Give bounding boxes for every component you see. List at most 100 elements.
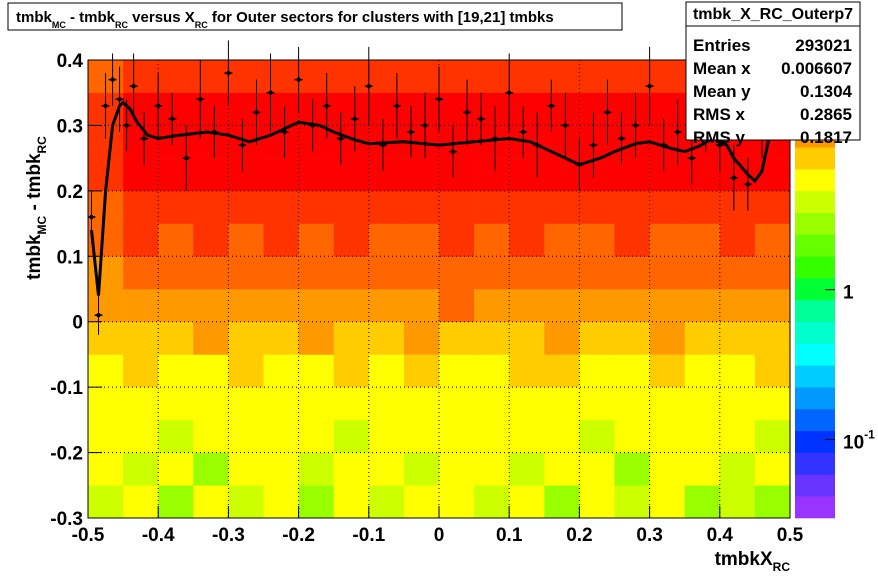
heatmap-cell	[684, 387, 721, 421]
heatmap-cell	[123, 125, 159, 159]
heatmap-cell	[193, 190, 229, 224]
x-tick-label: -0.2	[282, 525, 315, 546]
heatmap-cell	[298, 387, 334, 421]
heatmap-cell	[123, 485, 159, 519]
profile-point	[196, 60, 205, 139]
stats-value: 0.2865	[800, 105, 852, 124]
text-run: - tmbk	[24, 153, 45, 216]
marker	[170, 116, 175, 122]
heatmap-cell	[263, 321, 299, 355]
heatmap-cell	[193, 125, 229, 159]
heatmap-cell	[333, 256, 370, 290]
heatmap-cell	[193, 419, 229, 453]
heatmap-cell	[614, 419, 650, 453]
heatmap-cell	[544, 125, 580, 159]
profile-point	[154, 73, 163, 139]
profile-point	[140, 112, 149, 165]
heatmap-cell	[614, 223, 650, 257]
heatmap-cell	[614, 60, 650, 94]
x-tick-label: -0.1	[352, 525, 385, 546]
heatmap-cell	[333, 92, 370, 126]
heatmap-cell	[298, 452, 334, 486]
heatmap-cell	[509, 485, 545, 519]
heatmap-cell	[509, 321, 545, 355]
heatmap-cell	[123, 60, 159, 94]
profile-point	[449, 125, 458, 178]
heatmap-cell	[719, 321, 756, 355]
heatmap-cell	[158, 289, 194, 323]
x-tick-label: 0.3	[636, 525, 662, 546]
heatmap-cell	[158, 158, 194, 192]
heatmap-cell	[614, 387, 650, 421]
profile-point	[252, 79, 261, 146]
stats-value: 0.006607	[781, 59, 852, 78]
heatmap-cell	[474, 158, 510, 192]
heatmap-cell	[509, 452, 545, 486]
heatmap-cell	[649, 190, 685, 224]
profile-point	[336, 112, 345, 165]
heatmap-cell	[509, 190, 545, 224]
heatmap-cell	[684, 256, 721, 290]
palette-swatch	[795, 169, 835, 192]
heatmap-cell	[403, 92, 440, 126]
marker	[352, 116, 357, 122]
marker	[689, 155, 694, 161]
marker	[450, 149, 456, 154]
heatmap-cell	[123, 354, 159, 388]
palette-swatch	[795, 474, 835, 497]
y-tick-label: -0.1	[50, 378, 83, 399]
heatmap-cell	[474, 321, 510, 355]
subscript: MC	[52, 20, 66, 30]
chart-title: tmbkMC - tmbkRC versus XRC for Outer sec…	[16, 9, 554, 30]
heatmap-cell	[228, 387, 264, 421]
marker	[184, 155, 189, 161]
marker	[731, 175, 737, 180]
heatmap-cell	[88, 289, 124, 323]
text-run: tmbk	[16, 9, 52, 26]
heatmap-cell	[368, 452, 405, 486]
heatmap-cell	[368, 485, 405, 519]
axes: -0.5 -0.4 -0.3 -0.2 -0.1 0 0.1 0.2 0.3 0.4 0.5 -0.3…	[50, 51, 803, 546]
marker	[117, 97, 122, 102]
marker	[436, 97, 442, 102]
heatmap-cell	[474, 223, 510, 257]
heatmap-cell	[193, 92, 229, 126]
title-box	[7, 2, 623, 31]
heatmap-cell	[158, 60, 194, 94]
heatmap-cell	[368, 387, 405, 421]
heatmap-cell	[88, 256, 124, 290]
palette-swatch	[795, 430, 835, 453]
heatmap-cell	[754, 190, 791, 224]
heatmap-cell	[298, 190, 334, 224]
heatmap-cell	[614, 321, 650, 355]
heatmap-cell	[228, 223, 264, 257]
heatmap-cell	[544, 92, 580, 126]
heatmap-cell	[649, 452, 685, 486]
heatmap-cell	[649, 354, 685, 388]
marker	[408, 129, 414, 135]
palette-swatch	[795, 452, 835, 475]
heatmap-cell	[368, 256, 405, 290]
palette-swatch	[795, 387, 835, 410]
profile-point	[94, 295, 103, 335]
heatmap-cell	[684, 485, 721, 519]
heatmap-cell	[614, 190, 650, 224]
marker	[338, 136, 343, 141]
profile-point	[617, 112, 626, 165]
heatmap-cell	[298, 92, 334, 126]
heatmap-cell	[158, 387, 194, 421]
marker	[110, 77, 115, 82]
heatmap-cell	[193, 256, 229, 290]
heatmap-cell	[719, 256, 756, 290]
heatmap-cell	[193, 387, 229, 421]
heatmap-cell	[158, 190, 194, 224]
heatmap-cell	[193, 158, 229, 192]
heatmap	[88, 60, 791, 519]
heatmap-cell	[579, 223, 615, 257]
heatmap-cell	[403, 256, 440, 290]
heatmap-cell	[333, 190, 370, 224]
heatmap-cell	[719, 354, 756, 388]
heatmap-cell	[579, 92, 615, 126]
subscript: MC	[35, 215, 49, 234]
heatmap-cell	[649, 256, 685, 290]
